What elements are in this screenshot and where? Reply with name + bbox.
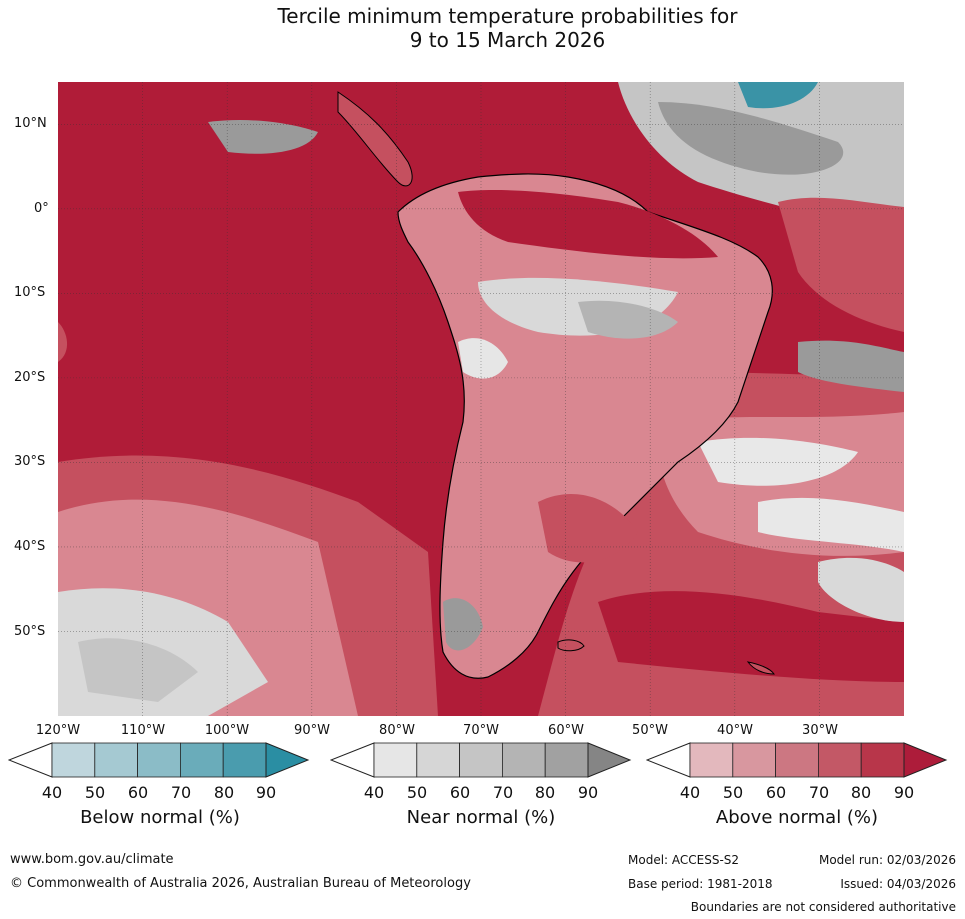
- lat-label-10s: 10°S: [14, 285, 46, 300]
- cbar-above-cell-60: [775, 742, 819, 778]
- lon-label-60w: 60°W: [548, 723, 584, 738]
- cbar-above-cell-80: [860, 742, 905, 778]
- cbar-near-tick-40: 40: [363, 783, 385, 802]
- cbar-below-title: Below normal (%): [80, 807, 240, 828]
- region-near-se-2: [758, 497, 904, 552]
- colorbar-near-svg: [330, 742, 632, 778]
- cbar-near-tick-50: 50: [406, 783, 428, 802]
- cbar-near-tick-90: 90: [577, 783, 599, 802]
- lat-label-10n: 10°N: [14, 116, 47, 131]
- cbar-near-cell-80: [544, 742, 589, 778]
- cbar-near-tick-80: 80: [534, 783, 556, 802]
- cbar-below-cell-70: [179, 742, 224, 778]
- lat-label-30s: 30°S: [14, 454, 46, 469]
- region-near-patagonia: [443, 598, 483, 651]
- lat-label-50s: 50°S: [14, 624, 46, 639]
- map-title: Tercile minimum temperature probabilitie…: [0, 4, 965, 52]
- cbar-above-tick-90: 90: [893, 783, 915, 802]
- lat-label-0: 0°: [34, 201, 49, 216]
- cbar-below-cell-60: [137, 742, 181, 778]
- lon-label-120w: 120°W: [35, 723, 81, 738]
- region-near-se-1: [698, 437, 858, 486]
- footer-disclaimer: Boundaries are not considered authoritat…: [690, 900, 956, 914]
- lon-label-50w: 50°W: [632, 723, 668, 738]
- cbar-above-tick-50: 50: [722, 783, 744, 802]
- region-near-dark-sw: [78, 638, 198, 702]
- cbar-below-cell-80: [222, 742, 267, 778]
- lat-label-40s: 40°S: [14, 539, 46, 554]
- region-near-se-3: [818, 557, 904, 622]
- region-above-mid-w: [58, 322, 68, 362]
- cbar-above-arrow-right: [903, 742, 948, 778]
- region-above-strong-s: [598, 591, 904, 682]
- lat-label-20s: 20°S: [14, 370, 46, 385]
- cbar-near-arrow-left: [330, 742, 375, 778]
- cbar-above-title: Above normal (%): [715, 807, 879, 828]
- region-above-mid-pampas: [538, 493, 638, 563]
- lon-label-100w: 100°W: [204, 723, 250, 738]
- region-near-dark-se: [798, 340, 904, 392]
- lon-label-110w: 110°W: [120, 723, 166, 738]
- cbar-above-tick-60: 60: [765, 783, 787, 802]
- title-line-2: 9 to 15 March 2026: [409, 28, 606, 52]
- footer-model: Model: ACCESS-S2: [628, 853, 740, 867]
- south-georgia-island: [746, 661, 775, 675]
- lon-label-70w: 70°W: [463, 723, 499, 738]
- footer-model-run: Model run: 02/03/2026: [818, 853, 956, 867]
- region-near-andes: [458, 338, 508, 379]
- cbar-below-arrow-left: [8, 742, 53, 778]
- cbar-below-tick-50: 50: [84, 783, 106, 802]
- cbar-below-cell-40: [51, 742, 96, 778]
- cbar-near-title: Near normal (%): [406, 807, 556, 828]
- probability-map: [58, 82, 904, 716]
- title-line-1: Tercile minimum temperature probabilitie…: [277, 4, 738, 28]
- cbar-below-tick-70: 70: [170, 783, 192, 802]
- cbar-above-cell-70: [817, 742, 862, 778]
- falkland-islands: [557, 639, 585, 652]
- lon-label-40w: 40°W: [717, 723, 753, 738]
- cbar-below-tick-80: 80: [213, 783, 235, 802]
- region-below-ne: [738, 82, 818, 109]
- cbar-below-tick-60: 60: [127, 783, 149, 802]
- colorbar-near-normal: [330, 742, 632, 778]
- region-near-dark-central-sa: [578, 300, 678, 339]
- cbar-near-cell-50: [416, 742, 461, 778]
- cbar-above-cell-40: [689, 742, 734, 778]
- cbar-above-arrow-left: [646, 742, 691, 778]
- colorbar-above-normal: [646, 742, 948, 778]
- region-above-mid-ne: [778, 197, 904, 332]
- graticule: [58, 82, 904, 716]
- footer-issued: Issued: 04/03/2026: [840, 877, 956, 891]
- cbar-below-arrow-right: [265, 742, 310, 778]
- cbar-near-cell-60: [459, 742, 503, 778]
- colorbar-above-svg: [646, 742, 948, 778]
- cbar-below-tick-40: 40: [41, 783, 63, 802]
- footer-copyright: © Commonwealth of Australia 2026, Austra…: [10, 876, 471, 891]
- lon-label-80w: 80°W: [379, 723, 415, 738]
- region-above-strong-north-sa: [458, 190, 718, 259]
- map-canvas: [58, 82, 904, 716]
- cbar-above-tick-40: 40: [679, 783, 701, 802]
- cbar-near-arrow-right: [587, 742, 632, 778]
- cbar-above-tick-80: 80: [850, 783, 872, 802]
- central-america-land: [337, 91, 413, 187]
- region-near-dark-ne: [658, 102, 844, 175]
- cbar-above-tick-70: 70: [808, 783, 830, 802]
- lon-label-90w: 90°W: [294, 723, 330, 738]
- footer-website: www.bom.gov.au/climate: [10, 852, 174, 867]
- cbar-near-tick-60: 60: [449, 783, 471, 802]
- cbar-near-cell-40: [373, 742, 418, 778]
- cbar-near-cell-70: [501, 742, 546, 778]
- cbar-near-tick-70: 70: [492, 783, 514, 802]
- colorbar-below-normal: [8, 742, 310, 778]
- cbar-below-tick-90: 90: [255, 783, 277, 802]
- footer-base-period: Base period: 1981-2018: [628, 877, 773, 891]
- cbar-above-cell-50: [732, 742, 777, 778]
- cbar-below-cell-50: [94, 742, 139, 778]
- colorbar-below-svg: [8, 742, 310, 778]
- region-near-dark-npac: [208, 120, 318, 154]
- lon-label-30w: 30°W: [802, 723, 838, 738]
